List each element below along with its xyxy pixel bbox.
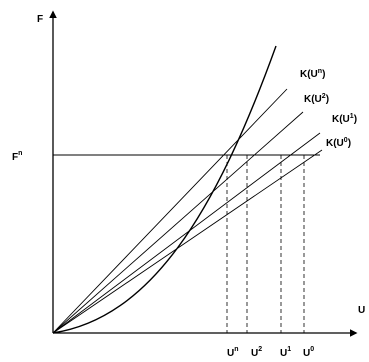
k-u1-line — [52, 132, 321, 334]
u2-tick-label: U2 — [251, 346, 262, 359]
fn-label: Fn — [12, 150, 22, 163]
k-u1-label: K(U1) — [332, 113, 357, 125]
k-un-label: K(Un) — [300, 68, 325, 80]
k-u2-line — [52, 111, 304, 334]
y-axis-label: F — [37, 14, 43, 25]
u1-tick-label: U1 — [280, 346, 291, 359]
response-curve — [52, 45, 277, 334]
k-un-line — [52, 88, 288, 334]
u0-tick-label: U0 — [303, 346, 314, 359]
k-u0-label: K(U0) — [326, 137, 351, 149]
un-tick-label: Un — [227, 346, 239, 359]
k-u0-line — [52, 149, 323, 334]
k-u2-label: K(U2) — [304, 93, 329, 105]
x-axis-label: U — [358, 305, 365, 316]
